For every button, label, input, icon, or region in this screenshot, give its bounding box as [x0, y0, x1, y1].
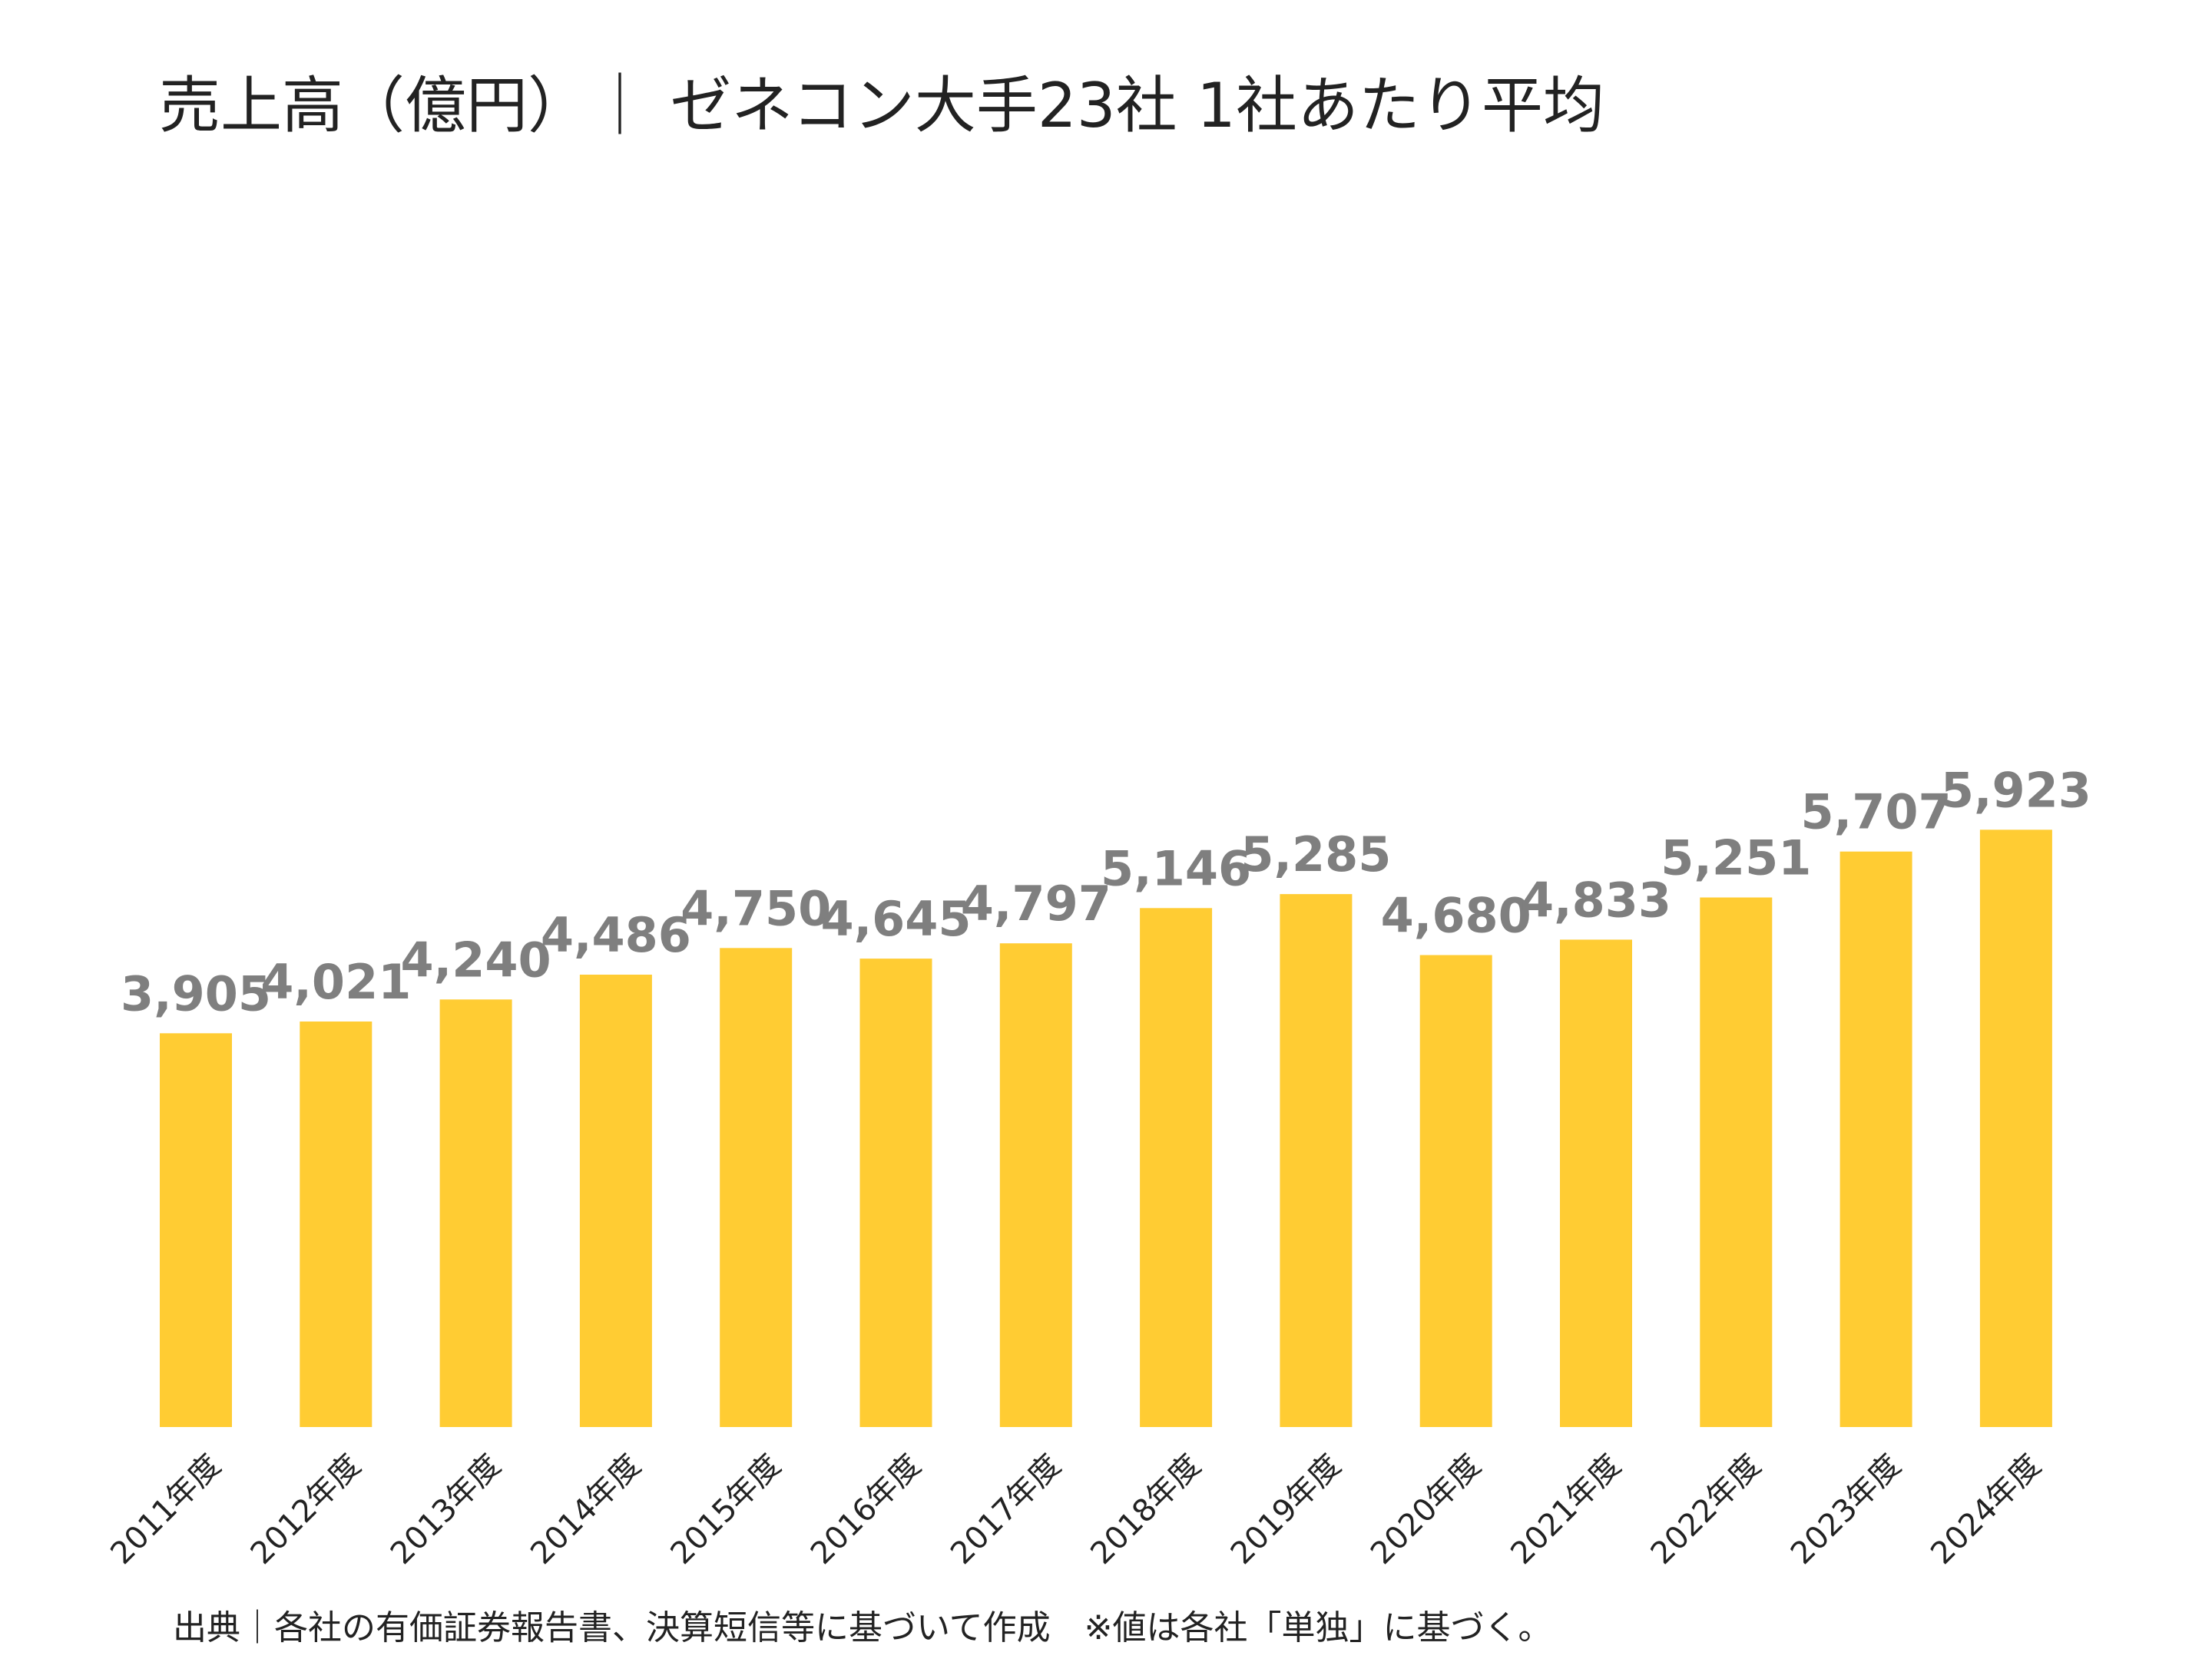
x-tick-label-2018年度: 2018年度: [1084, 1448, 1207, 1571]
value-label-2017年度: 4,797: [961, 876, 1111, 932]
value-label-2012年度: 4,021: [260, 954, 411, 1010]
bar-2011年度: [160, 1033, 232, 1427]
value-label-2014年度: 4,486: [541, 907, 691, 963]
x-tick-label-2021年度: 2021年度: [1504, 1448, 1628, 1571]
value-label-2024年度: 5,923: [1941, 762, 2091, 818]
value-label-2013年度: 4,240: [401, 932, 551, 988]
bar-2024年度: [1979, 830, 2052, 1427]
x-axis-tick-labels: 2011年度 2012年度 2013年度 2014年度 2015年度 2016年度 2017…: [104, 1448, 2048, 1571]
x-tick-label-2016年度: 2016年度: [804, 1448, 928, 1571]
bar-2020年度: [1419, 955, 1492, 1427]
value-label-2023年度: 5,707: [1801, 784, 1952, 840]
chart-title: 売上高（億円）｜ ゼネコン大手23社 1社あたり平均: [159, 70, 1604, 141]
x-tick-label-2012年度: 2012年度: [244, 1448, 368, 1571]
bar-2013年度: [439, 999, 512, 1427]
x-tick-label-2022年度: 2022年度: [1644, 1448, 1768, 1571]
source-note: 出典｜各社の有価証券報告書、決算短信等に基づいて作成 ※値は各社「単独」に基づく…: [173, 1608, 1552, 1647]
value-label-2022年度: 5,251: [1661, 830, 1811, 886]
bar-2016年度: [859, 959, 932, 1427]
value-label-2016年度: 4,645: [820, 891, 971, 947]
bar-2015年度: [720, 948, 793, 1427]
value-label-2018年度: 5,146: [1101, 840, 1251, 896]
value-label-2019年度: 5,285: [1240, 826, 1391, 882]
x-tick-label-2019年度: 2019年度: [1224, 1448, 1348, 1571]
bar-2019年度: [1280, 894, 1353, 1427]
value-labels-layer: 3,9054,0214,2404,4864,7504,6454,7975,146…: [121, 762, 2091, 1022]
x-tick-label-2024年度: 2024年度: [1924, 1448, 2048, 1571]
bar-2017年度: [999, 943, 1072, 1427]
bar-2012年度: [300, 1022, 373, 1427]
bar-2023年度: [1839, 851, 1912, 1427]
value-label-2011年度: 3,905: [121, 965, 271, 1022]
x-tick-label-2011年度: 2011年度: [104, 1448, 227, 1571]
x-tick-label-2013年度: 2013年度: [384, 1448, 508, 1571]
bar-2018年度: [1140, 908, 1213, 1427]
value-label-2021年度: 4,833: [1521, 872, 1671, 928]
value-label-2015年度: 4,750: [680, 880, 831, 936]
bars-layer: [160, 830, 2052, 1427]
value-label-2020年度: 4,680: [1381, 888, 1532, 944]
x-tick-label-2023年度: 2023年度: [1784, 1448, 1908, 1571]
bar-2021年度: [1560, 939, 1632, 1427]
x-tick-label-2015年度: 2015年度: [664, 1448, 788, 1571]
x-tick-label-2014年度: 2014年度: [524, 1448, 647, 1571]
x-tick-label-2017年度: 2017年度: [944, 1448, 1068, 1571]
x-tick-label-2020年度: 2020年度: [1364, 1448, 1488, 1571]
bar-2022年度: [1700, 897, 1773, 1427]
bar-2014年度: [579, 975, 652, 1427]
